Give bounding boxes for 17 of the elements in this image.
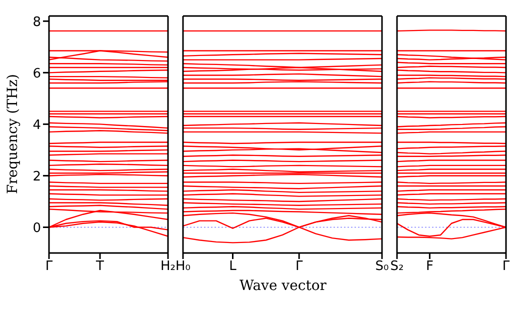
x-axis-title: Wave vector [238, 278, 328, 294]
y-tick-label: 8 [32, 14, 41, 30]
x-tick-label: F [426, 259, 434, 274]
x-tick-label: H₀ [176, 259, 190, 274]
y-axis-title: Frequency (THz) [5, 74, 21, 194]
x-tick-label: T [95, 259, 104, 274]
x-tick-label: Γ [502, 259, 510, 274]
y-tick-label: 0 [32, 220, 41, 236]
x-tick-label: L [229, 259, 238, 274]
y-tick-label: 4 [32, 118, 41, 133]
y-tick-label: 2 [32, 169, 41, 184]
x-tick-label: S₂ [390, 259, 404, 274]
x-tick-label: Γ [295, 259, 304, 274]
x-tick-label: H₂ [160, 259, 176, 274]
y-tick-label: 6 [32, 66, 41, 82]
x-tick-label: S₀ [375, 259, 389, 274]
x-tick-label: Γ [45, 259, 54, 274]
